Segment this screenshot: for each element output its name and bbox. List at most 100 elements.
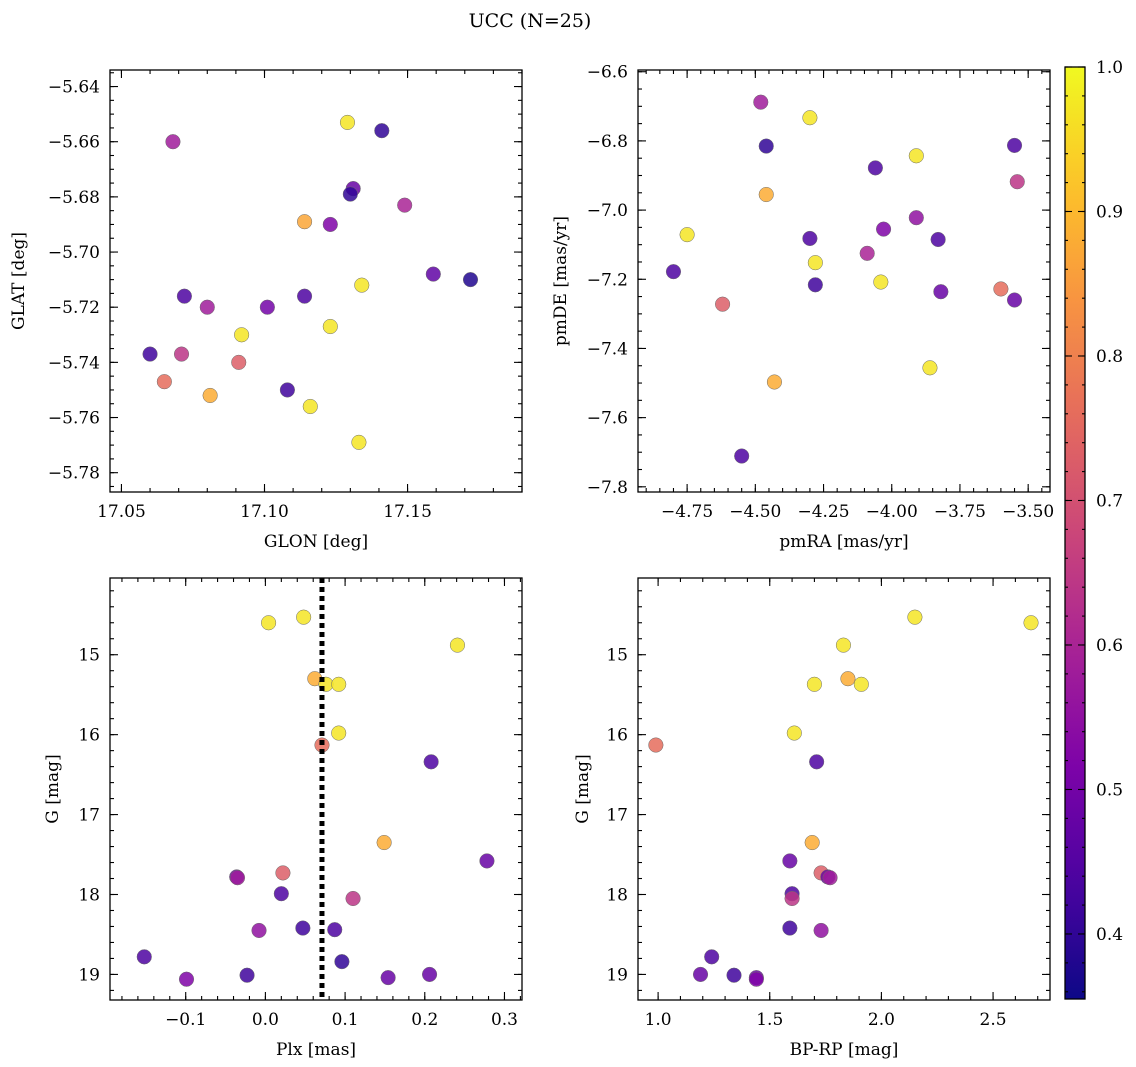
y-tick-label: 17 — [78, 806, 100, 826]
y-tick-label: 18 — [606, 886, 628, 906]
panel-plx-g: −0.1 0.0 0.1 0.2 0.3 15 16 17 18 19 Plx [mas] G [ma… — [43, 577, 523, 1060]
y-tick-label: 18 — [78, 886, 100, 906]
scatter-point — [782, 920, 798, 936]
scatter-point — [1009, 174, 1025, 190]
scatter-point — [859, 245, 875, 261]
scatter-point — [809, 754, 825, 770]
minor-ticks — [638, 70, 1050, 492]
scatter-point — [229, 870, 246, 886]
scatter-point — [376, 834, 392, 851]
y-tick-label: 16 — [606, 726, 628, 746]
axes-frame — [637, 69, 1051, 493]
y-tick-label: −5.70 — [48, 243, 100, 263]
y-tick-label: 19 — [606, 965, 628, 985]
colorbar-tick-label: 0.6 — [1096, 636, 1123, 656]
y-tick-label: −5.66 — [48, 133, 100, 153]
scatter-point — [822, 870, 838, 886]
scatter-point — [449, 637, 466, 653]
x-tick-label: 1.0 — [645, 1010, 672, 1030]
scatter-point — [142, 346, 158, 362]
scatter-point — [345, 890, 361, 907]
scatter-point — [813, 922, 829, 939]
scatter-panels: 17.05 17.10 17.15 −5.78 −5.76 −5.74 −5.72 −5.70… — [9, 63, 1054, 1060]
scatter-point — [692, 966, 709, 982]
scatter-point — [339, 114, 356, 130]
scatter-point — [933, 284, 949, 300]
colorbar-gradient — [1065, 67, 1085, 999]
y-tick-label: −5.76 — [48, 409, 100, 429]
data-points — [142, 114, 479, 450]
x-tick-label: 17.15 — [383, 502, 432, 522]
axes-frame — [109, 577, 523, 1001]
scatter-point — [261, 615, 277, 631]
scatter-point — [259, 299, 275, 315]
axes-frame — [637, 577, 1051, 1001]
scatter-point — [165, 134, 181, 150]
x-tick-label: 17.10 — [240, 502, 289, 522]
minor-ticks — [110, 70, 523, 492]
scatter-point — [351, 434, 367, 450]
scatter-point — [422, 966, 438, 982]
scatter-point — [1023, 615, 1039, 631]
scatter-point — [807, 277, 823, 293]
y-axis-label: G [mag] — [573, 754, 593, 823]
data-points — [136, 609, 495, 987]
scatter-point — [302, 398, 318, 415]
scatter-point — [199, 299, 215, 315]
x-tick-label: 0.3 — [491, 1010, 518, 1030]
x-tick-label: −3.75 — [934, 502, 986, 522]
minor-ticks — [638, 578, 1050, 1000]
colorbar: 0.4 0.5 0.6 0.7 0.8 0.9 1.0 — [1064, 58, 1123, 1000]
scatter-point — [876, 221, 892, 237]
y-tick-label: −5.72 — [48, 298, 100, 318]
y-tick-label: 19 — [78, 965, 100, 985]
scatter-point — [354, 277, 370, 293]
y-tick-label: −6.8 — [587, 132, 628, 152]
scatter-point — [239, 967, 255, 983]
scatter-point — [1006, 137, 1023, 153]
x-axis-label: Plx [mas] — [276, 1040, 356, 1060]
scatter-point — [907, 609, 923, 625]
scatter-point — [295, 920, 311, 936]
x-axis-label: BP-RP [mag] — [790, 1040, 899, 1060]
x-tick-label: −0.1 — [165, 1010, 206, 1030]
colorbar-frame — [1064, 66, 1086, 1000]
scatter-point — [173, 346, 190, 362]
scatter-point — [807, 255, 823, 271]
scatter-point — [296, 609, 312, 625]
scatter-point — [331, 725, 347, 741]
panel-pmra-pmde: −4.75 −4.50 −4.25 −4.00 −3.75 −3.50 −7.8 −7.6 −7… — [551, 63, 1054, 552]
x-tick-label: 2.0 — [868, 1010, 895, 1030]
x-tick-label: −3.50 — [1002, 502, 1054, 522]
scatter-point — [234, 327, 250, 343]
scatter-point — [993, 281, 1009, 297]
scatter-point — [327, 922, 343, 938]
y-tick-label: −7.4 — [587, 339, 628, 359]
x-tick-label: 1.5 — [756, 1010, 783, 1030]
scatter-point — [1006, 292, 1023, 308]
y-tick-label: −7.0 — [587, 201, 628, 221]
data-points — [648, 609, 1039, 987]
scatter-point — [873, 274, 889, 290]
y-tick-label: 15 — [606, 646, 628, 666]
x-tick-label: 0.0 — [252, 1010, 279, 1030]
colorbar-tick-label: 1.0 — [1096, 58, 1123, 78]
x-tick-label: −4.50 — [729, 502, 781, 522]
scatter-point — [784, 890, 800, 907]
x-tick-label: 2.5 — [980, 1010, 1007, 1030]
y-tick-label: −7.8 — [587, 478, 628, 498]
scatter-point — [806, 676, 822, 692]
scatter-point — [726, 967, 742, 983]
scatter-point — [704, 949, 720, 965]
x-axis-label: pmRA [mas/yr] — [779, 532, 908, 552]
y-tick-label: −7.2 — [587, 270, 628, 290]
scatter-point — [279, 382, 295, 398]
colorbar-tick-label: 0.7 — [1096, 491, 1123, 511]
scatter-point — [715, 296, 731, 312]
colorbar-tick-label: 0.4 — [1096, 925, 1123, 945]
scatter-point — [802, 110, 818, 126]
scatter-point — [665, 264, 682, 280]
scatter-point — [853, 676, 869, 692]
scatter-point — [479, 853, 495, 869]
scatter-point — [748, 971, 764, 987]
